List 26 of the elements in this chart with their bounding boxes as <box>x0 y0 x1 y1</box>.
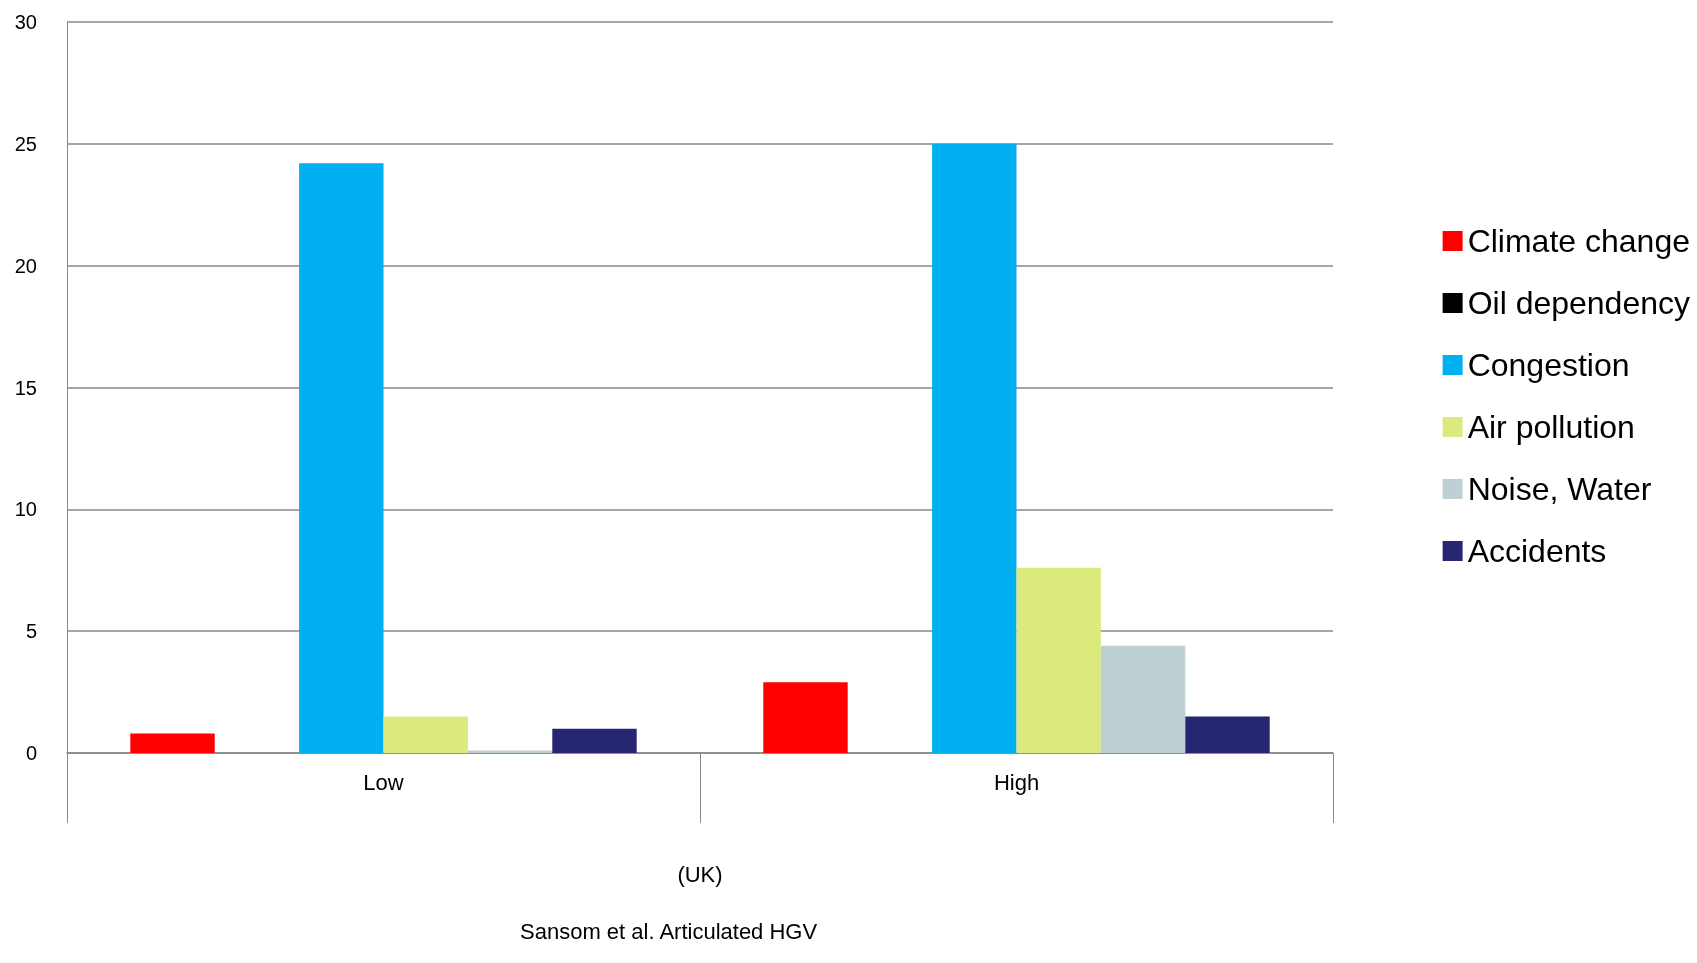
bar <box>299 163 384 753</box>
bar <box>763 682 848 753</box>
text: Sansom et al. Articulated HGV <box>520 918 818 944</box>
y-tick-label: 0 <box>25 742 37 764</box>
legend-label: Oil dependency <box>1467 285 1690 321</box>
y-tick-label: 5 <box>25 620 37 643</box>
bar <box>1016 567 1101 753</box>
bar <box>1100 645 1186 753</box>
legend-label: Congestion <box>1467 347 1630 383</box>
y-tick-label: 20 <box>14 254 37 277</box>
bar <box>130 733 215 753</box>
legend-label: Air pollution <box>1467 409 1635 445</box>
y-tick-label: 30 <box>14 11 37 33</box>
y-tick-label: 25 <box>14 132 37 155</box>
bar <box>383 716 468 753</box>
y-tick-label: 15 <box>14 376 37 399</box>
x-tick-label: Low <box>363 769 404 795</box>
legend-label: Climate change <box>1467 223 1690 259</box>
bar <box>1185 716 1270 753</box>
bar <box>552 728 637 753</box>
legend-label: Noise, Water <box>1467 471 1652 507</box>
y-tick-label: 10 <box>14 498 37 521</box>
legend-label: Accidents <box>1467 533 1607 569</box>
x-axis-title: (UK) <box>677 861 723 887</box>
bar <box>932 143 1017 753</box>
x-tick-label: High <box>993 769 1040 795</box>
